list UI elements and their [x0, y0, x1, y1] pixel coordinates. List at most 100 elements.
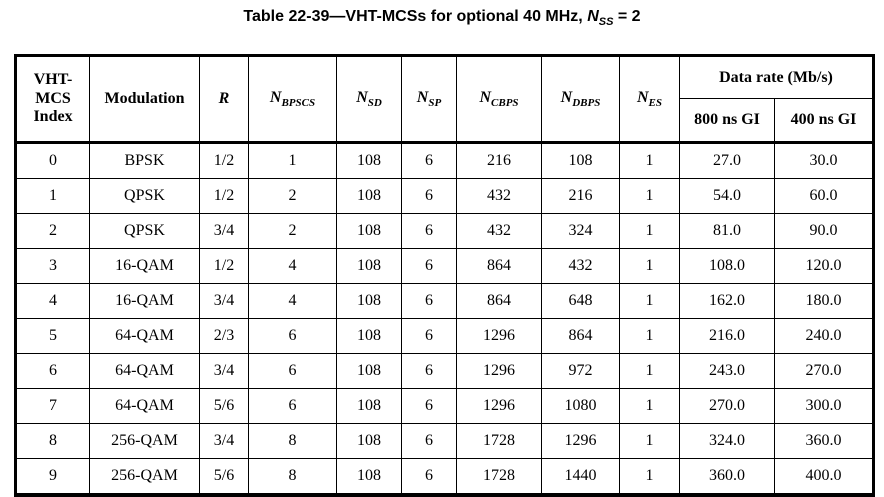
cell-rate-400: 120.0 [774, 248, 874, 284]
header-r: R [199, 55, 249, 143]
cell-index: 3 [15, 248, 90, 284]
cell-index: 5 [15, 318, 90, 354]
cell-rate-400: 240.0 [774, 318, 874, 354]
n-cbps-symbol: N [479, 88, 492, 106]
cell-rate-800: 360.0 [679, 458, 775, 496]
cell-r: 1/2 [199, 248, 249, 284]
cell-index: 8 [15, 423, 90, 459]
cell-n-bpscs: 8 [248, 458, 337, 496]
table-row: 3 16-QAM 1/2 4 108 6 864 432 1 108.0 120.0 [15, 248, 874, 284]
header-modulation-label: Modulation [104, 90, 185, 107]
cell-modulation: 64-QAM [89, 318, 200, 354]
cell-n-dbps: 864 [541, 318, 620, 354]
n-es-subscript: ES [648, 96, 663, 109]
cell-n-sp: 6 [401, 353, 457, 389]
n-sd-symbol: N [356, 88, 368, 106]
cell-n-cbps: 1296 [456, 318, 542, 354]
cell-n-es: 1 [619, 178, 680, 214]
header-row-top: VHT- MCS Index Modulation R NBPSCS NSD N… [15, 55, 874, 143]
table-title: Table 22-39—VHT-MCSs for optional 40 MHz… [0, 8, 884, 28]
cell-rate-800: 27.0 [679, 142, 775, 179]
cell-r: 5/6 [199, 388, 249, 424]
n-es-symbol: N [636, 88, 649, 106]
cell-n-es: 1 [619, 283, 680, 319]
header-n-dbps: NDBPS [541, 55, 620, 143]
cell-r: 3/4 [199, 423, 249, 459]
table-row: 6 64-QAM 3/4 6 108 6 1296 972 1 243.0 270.0 [15, 353, 874, 389]
cell-index: 6 [15, 353, 90, 389]
cell-n-sd: 108 [336, 423, 402, 459]
header-800ns-gi: 800 ns GI [679, 98, 775, 143]
header-n-es: NES [619, 55, 680, 143]
cell-n-cbps: 1728 [456, 458, 542, 496]
header-vht-mcs-index: VHT- MCS Index [15, 55, 90, 143]
cell-rate-800: 216.0 [679, 318, 775, 354]
cell-n-es: 1 [619, 318, 680, 354]
cell-n-cbps: 1728 [456, 423, 542, 459]
cell-index: 0 [15, 142, 90, 179]
table-title-prefix: Table 22-39—VHT-MCSs for optional 40 MHz… [243, 8, 588, 25]
cell-n-cbps: 864 [456, 248, 542, 284]
cell-rate-400: 90.0 [774, 213, 874, 249]
table-header: VHT- MCS Index Modulation R NBPSCS NSD N… [15, 55, 874, 143]
cell-rate-400: 30.0 [774, 142, 874, 179]
cell-n-sp: 6 [401, 283, 457, 319]
cell-rate-800: 324.0 [679, 423, 775, 459]
header-n-bpscs: NBPSCS [248, 55, 337, 143]
cell-n-bpscs: 4 [248, 248, 337, 284]
cell-rate-400: 300.0 [774, 388, 874, 424]
header-n-sd: NSD [336, 55, 402, 143]
n-dbps-subscript: DBPS [572, 96, 601, 109]
cell-index: 9 [15, 458, 90, 496]
cell-n-es: 1 [619, 142, 680, 179]
cell-n-sp: 6 [401, 248, 457, 284]
cell-n-cbps: 432 [456, 213, 542, 249]
cell-n-bpscs: 2 [248, 178, 337, 214]
vht-mcs-table: VHT- MCS Index Modulation R NBPSCS NSD N… [14, 54, 875, 497]
cell-n-sp: 6 [401, 213, 457, 249]
cell-modulation: BPSK [89, 142, 200, 179]
cell-n-sp: 6 [401, 388, 457, 424]
n-dbps-symbol: N [560, 88, 573, 106]
table-row: 9 256-QAM 5/6 8 108 6 1728 1440 1 360.0 400.0 [15, 458, 874, 496]
cell-modulation: 16-QAM [89, 283, 200, 319]
header-400ns-gi-label: 400 ns GI [790, 111, 857, 128]
cell-r: 3/4 [199, 353, 249, 389]
cell-n-bpscs: 6 [248, 353, 337, 389]
cell-n-bpscs: 1 [248, 142, 337, 179]
nss-subscript: SS [598, 16, 614, 29]
cell-n-cbps: 1296 [456, 388, 542, 424]
header-800ns-gi-label: 800 ns GI [694, 111, 760, 128]
cell-n-bpscs: 4 [248, 283, 337, 319]
cell-modulation: 256-QAM [89, 423, 200, 459]
cell-modulation: 64-QAM [89, 353, 200, 389]
cell-n-sd: 108 [336, 458, 402, 496]
cell-n-bpscs: 2 [248, 213, 337, 249]
cell-rate-400: 360.0 [774, 423, 874, 459]
cell-index: 7 [15, 388, 90, 424]
header-r-label: R [218, 90, 230, 107]
table-row: 4 16-QAM 3/4 4 108 6 864 648 1 162.0 180.0 [15, 283, 874, 319]
cell-modulation: 16-QAM [89, 248, 200, 284]
n-bpscs-subscript: BPSCS [281, 96, 316, 109]
cell-n-sd: 108 [336, 178, 402, 214]
header-n-sp: NSP [401, 55, 457, 143]
cell-n-sd: 108 [336, 283, 402, 319]
table-row: 1 QPSK 1/2 2 108 6 432 216 1 54.0 60.0 [15, 178, 874, 214]
cell-n-es: 1 [619, 388, 680, 424]
cell-n-bpscs: 6 [248, 388, 337, 424]
cell-n-es: 1 [619, 458, 680, 496]
cell-n-sd: 108 [336, 248, 402, 284]
table-body: 0 BPSK 1/2 1 108 6 216 108 1 27.0 30.0 1 QPSK 1/2 2 108… [15, 142, 874, 496]
n-sp-symbol: N [416, 88, 429, 106]
cell-rate-400: 60.0 [774, 178, 874, 214]
header-data-rate-group: Data rate (Mb/s) [679, 55, 874, 99]
cell-n-sp: 6 [401, 318, 457, 354]
cell-n-sd: 108 [336, 353, 402, 389]
cell-r: 3/4 [199, 283, 249, 319]
cell-index: 2 [15, 213, 90, 249]
cell-n-sd: 108 [336, 142, 402, 179]
cell-n-dbps: 648 [541, 283, 620, 319]
cell-n-sd: 108 [336, 318, 402, 354]
cell-n-dbps: 972 [541, 353, 620, 389]
